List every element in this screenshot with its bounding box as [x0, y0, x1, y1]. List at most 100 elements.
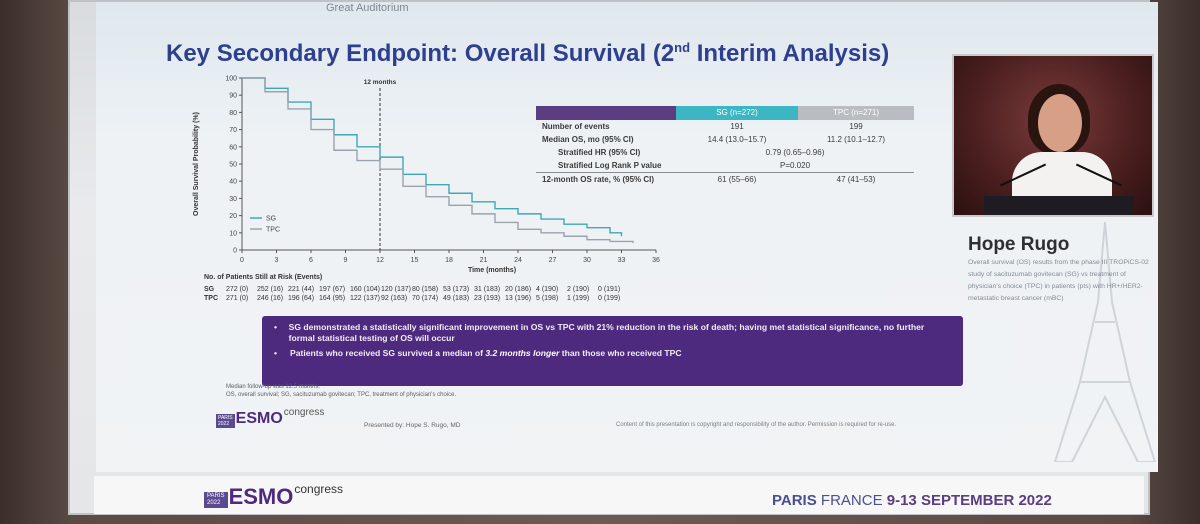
x-tick-label: 0: [240, 257, 244, 264]
at-risk-cell: 70 (174): [412, 295, 439, 302]
y-tick-label: 10: [229, 230, 237, 237]
table-row: Median OS, mo (95% CI) 14.4 (13.0–15.7) …: [536, 133, 914, 146]
title-tail: Interim Analysis): [690, 40, 890, 67]
row-sg: 191: [730, 122, 744, 131]
finding-text-pre: Patients who received SG survived a medi…: [290, 348, 486, 358]
podium: [984, 196, 1134, 215]
x-tick-label: 12: [376, 257, 384, 264]
row-label: Stratified Log Rank P value: [558, 161, 662, 170]
at-risk-cell: 1 (199): [567, 295, 590, 302]
row-label: 12-month OS rate, % (95% CI): [542, 175, 655, 184]
venue-label: Great Auditorium: [326, 2, 409, 14]
y-tick-label: 90: [229, 93, 237, 100]
at-risk-cell: 272 (0): [226, 286, 249, 293]
x-axis-title: Time (months): [468, 267, 516, 274]
row-merged: P=0.020: [779, 161, 811, 170]
y-tick-label: 0: [233, 248, 237, 255]
at-risk-cell: 80 (158): [412, 286, 439, 293]
congress-location-dates: PARIS FRANCE 9-13 SEPTEMBER 2022: [772, 492, 1052, 509]
x-tick-label: 3: [275, 257, 279, 264]
row-merged: 0.79 (0.65–0.96): [765, 148, 825, 157]
x-tick-label: 36: [652, 257, 660, 264]
speaker-video: [952, 54, 1154, 217]
legend-label: SG: [266, 216, 276, 223]
at-risk-cell: 0 (199): [598, 295, 621, 302]
footer-dates: 9-13 SEPTEMBER 2022: [886, 492, 1052, 509]
table-header: SG (n=272) TPC (n=271): [536, 106, 914, 120]
y-tick-label: 20: [229, 213, 237, 220]
x-tick-label: 9: [344, 257, 348, 264]
row-tpc: 47 (41–53): [836, 175, 876, 184]
speaker-name: Hope Rugo: [968, 234, 1070, 255]
at-risk-cell: 53 (173): [443, 286, 470, 293]
y-tick-label: 100: [225, 76, 237, 83]
copyright-notice: Content of this presentation is copyrigh…: [616, 422, 897, 428]
at-risk-label-sg: SG: [204, 286, 215, 293]
table-header-blank: [536, 106, 676, 120]
x-tick-label: 6: [309, 257, 313, 264]
at-risk-cell: 221 (44): [288, 286, 315, 293]
x-tick-label: 33: [618, 257, 626, 264]
speaker-face: [1038, 94, 1082, 152]
table-header-sg: SG (n=272): [676, 106, 798, 120]
footer-esmo-logo: PARIS 2022 ESMO congress: [204, 482, 343, 508]
at-risk-row-tpc: TPC 271 (0) 246 (16) 196 (64) 164 (95) 122 (1…: [204, 295, 629, 304]
footer-country: FRANCE: [816, 492, 887, 509]
congress-footer-bar: PARIS 2022 ESMO congress PARIS FRANCE 9-1…: [94, 476, 1144, 514]
at-risk-cell: 0 (191): [598, 286, 621, 293]
speaker-description: Overall survival (OS) results from the p…: [968, 259, 1149, 302]
y-tick-label: 80: [229, 110, 237, 117]
logo-box: PARIS 2022: [216, 414, 235, 428]
x-tick-label: 18: [445, 257, 453, 264]
at-risk-cell: 4 (190): [536, 286, 559, 293]
legend-label: TPC: [266, 227, 280, 234]
footnote-line: OS, overall survival; SG, sacituzumab go…: [226, 392, 457, 398]
x-tick-label: 27: [549, 257, 557, 264]
row-label: Median OS, mo (95% CI): [542, 135, 634, 144]
slide-title: Key Secondary Endpoint: Overall Survival…: [166, 40, 889, 68]
logo-box-line: PARIS: [207, 493, 225, 499]
at-risk-cell: 5 (198): [536, 295, 559, 302]
at-risk-cell: 49 (183): [443, 295, 470, 302]
y-axis-title: Overall Survival Probability (%): [193, 112, 200, 216]
y-tick-label: 60: [229, 144, 237, 151]
at-risk-cell: 13 (196): [505, 295, 532, 302]
esmo-logo: PARIS 2022 ESMO congress: [216, 407, 324, 428]
row-label: Number of events: [542, 122, 610, 131]
logo-box-line: PARIS: [218, 415, 233, 421]
at-risk-cell: 120 (137): [381, 286, 411, 293]
logo-esmo: ESMO: [235, 410, 283, 427]
at-risk-heading: No. of Patients Still at Risk (Events): [204, 274, 323, 281]
table-row: 12-month OS rate, % (95% CI) 61 (55–66) …: [536, 172, 914, 185]
logo-box: PARIS 2022: [204, 492, 228, 508]
row-sg: 14.4 (13.0–15.7): [707, 135, 767, 144]
table-row: Number of events 191 199: [536, 120, 914, 133]
presented-by: Presented by: Hope S. Rugo, MD: [364, 422, 461, 429]
logo-congress: congress: [283, 407, 325, 418]
logo-box-line: 2022: [207, 500, 221, 506]
at-risk-cell: 164 (95): [319, 295, 346, 302]
y-tick-label: 40: [229, 179, 237, 186]
row-tpc: 199: [849, 122, 863, 131]
os-results-table: SG (n=272) TPC (n=271) Number of events …: [536, 106, 914, 185]
row-tpc: 11.2 (10.1–12.7): [826, 135, 886, 144]
at-risk-cell: 122 (137): [350, 295, 380, 302]
finding-emphasis: 3.2 months longer: [485, 348, 560, 358]
table-header-tpc: TPC (n=271): [798, 106, 914, 120]
finding-bullet: • Patients who received SG survived a med…: [274, 348, 951, 359]
finding-text-post: than those who received TPC: [559, 348, 682, 358]
logo-esmo: ESMO: [228, 484, 294, 509]
y-tick-label: 70: [229, 127, 237, 134]
bullet-icon: •: [274, 322, 278, 332]
bullet-icon: •: [274, 348, 278, 358]
finding-text: SG demonstrated a statistically signific…: [288, 322, 925, 343]
at-risk-cell: 20 (186): [505, 286, 532, 293]
footer-city: PARIS: [772, 492, 817, 509]
y-tick-label: 30: [229, 196, 237, 203]
x-tick-label: 24: [514, 257, 522, 264]
key-findings-box: • SG demonstrated a statistically signifi…: [262, 316, 963, 386]
logo-box-line: 2022: [218, 421, 230, 427]
projection-screen: Great Auditorium Key Secondary Endpoint:…: [68, 0, 1158, 515]
